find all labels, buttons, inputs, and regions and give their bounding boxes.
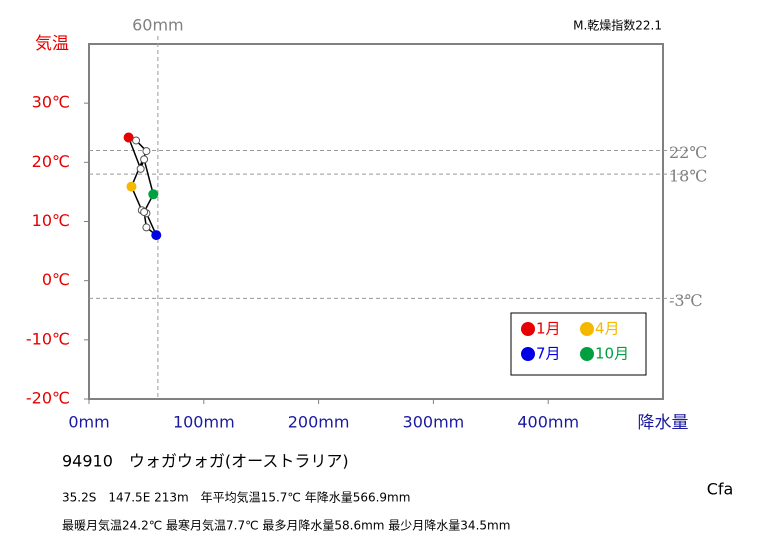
y-tick-label: 20℃ xyxy=(32,152,70,171)
x-tick-label: 100mm xyxy=(173,413,235,432)
month-point xyxy=(151,230,162,241)
x-tick-label: 400mm xyxy=(517,413,579,432)
legend-label: 4月 xyxy=(595,320,620,338)
reference-label: 18℃ xyxy=(669,167,707,186)
y-tick-label: -10℃ xyxy=(26,329,70,348)
month-point xyxy=(148,189,159,200)
legend-marker xyxy=(521,347,535,361)
reference-label: 60mm xyxy=(132,16,184,35)
station-title: 94910 ウォガウォガ(オーストラリア) xyxy=(62,452,349,471)
month-point xyxy=(142,223,151,232)
month-point xyxy=(126,181,137,192)
legend-label: 1月 xyxy=(536,320,561,338)
y-tick-label: 30℃ xyxy=(32,93,70,112)
info-line: 最暖月気温24.2℃ 最寒月気温7.7℃ 最多月降水量58.6mm 最少月降水量… xyxy=(62,518,510,533)
legend-marker xyxy=(580,347,594,361)
x-axis-label: 降水量 xyxy=(638,413,689,433)
legend-label: 10月 xyxy=(595,345,629,363)
legend-marker xyxy=(580,322,594,336)
info-line: 35.2S 147.5E 213m 年平均気温15.7℃ 年降水量566.9mm xyxy=(62,490,410,505)
x-tick-label: 0mm xyxy=(68,413,109,432)
month-point xyxy=(132,136,141,145)
month-point xyxy=(136,164,145,173)
climate-class: Cfa xyxy=(707,480,734,499)
month-point xyxy=(123,132,134,143)
month-point xyxy=(140,155,149,164)
x-tick-label: 300mm xyxy=(403,413,465,432)
dryness-index: M.乾燥指数22.1 xyxy=(573,18,662,33)
y-tick-label: 10℃ xyxy=(32,211,70,230)
legend-box xyxy=(510,312,647,376)
x-tick-label: 200mm xyxy=(288,413,350,432)
month-point xyxy=(140,208,149,217)
y-axis-label: 気温 xyxy=(35,34,69,54)
y-tick-label: -20℃ xyxy=(26,389,70,408)
legend-label: 7月 xyxy=(536,345,561,363)
month-point xyxy=(142,147,151,156)
reference-label: -3℃ xyxy=(669,291,702,310)
y-tick-label: 0℃ xyxy=(42,270,70,289)
reference-label: 22℃ xyxy=(669,143,707,162)
legend-marker xyxy=(521,322,535,336)
